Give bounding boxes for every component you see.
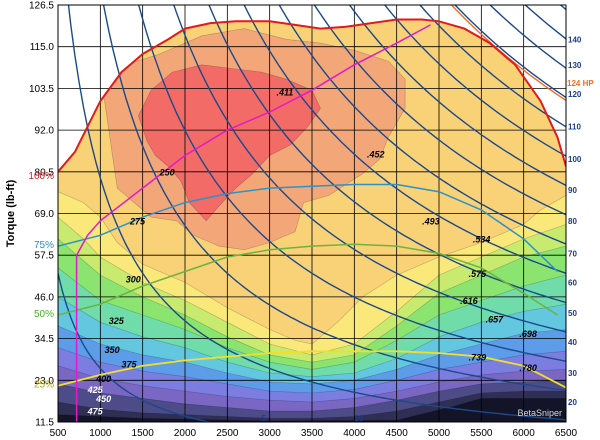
contour-label: .616 [460,296,479,306]
y-tick-label: 103.5 [29,84,54,95]
y-tick-label: 11.5 [35,418,54,429]
contour-label: 375 [122,360,138,370]
contour-label: 400 [95,374,111,384]
x-tick-label: 4500 [386,428,409,439]
load-75-curve [58,183,559,273]
contour-label: .493 [422,216,440,226]
hp-limit-line [450,5,566,101]
hp-label: 110 [568,122,581,131]
hp-label: 120 [568,90,582,99]
y-tick-label: 46.0 [35,292,55,303]
hp-line [137,5,566,362]
power-limit-label: 124 HP [567,79,594,88]
y-tick-label: 23.0 [35,376,55,387]
y-tick-label: 80.5 [35,167,55,178]
hp-line [278,5,566,245]
x-tick-label: 6500 [555,428,578,439]
hp-line [58,273,213,422]
plot-border [57,4,567,423]
x-tick-label: 4000 [343,428,366,439]
contour-label: 350 [105,345,120,355]
x-tick-label: 1000 [89,428,112,439]
hp-label: 90 [568,186,577,195]
x-tick-label: 3000 [259,428,282,439]
hp-line [524,5,566,40]
x-tick-label: 2500 [216,428,239,439]
above-envelope [58,5,566,172]
hp-label-bottom: 5 [261,414,266,423]
hp-label: 100 [568,155,582,164]
contour-label: .534 [473,235,491,245]
contour-label: 300 [126,274,141,284]
hp-label: 60 [568,278,577,287]
hp-line [243,5,566,274]
hp-label: 130 [568,61,582,70]
region-best [138,64,321,222]
x-tick-label: 5500 [470,428,493,439]
y-tick-label: 57.5 [35,251,55,262]
watermark: BetaSniper [517,408,562,418]
hp-label: 80 [568,217,577,226]
hp-label: 70 [568,249,577,258]
y-tick-label: 115.0 [30,42,55,53]
hp-line [489,5,566,69]
contour-label: .780 [519,363,537,373]
hp-label: 20 [568,398,577,407]
y-tick-label: 69.0 [35,209,55,220]
hp-line [419,5,566,128]
plot-area: .411 .452 250 275 .493 .534 300 .575 .616 325 .657… [58,5,566,423]
load-label: 100% [28,171,54,182]
load-label: 75% [34,240,54,251]
x-tick-label: 6000 [513,428,536,439]
contour-label: 250 [159,167,175,177]
contour-label: .698 [519,329,537,339]
x-tick-label: 500 [50,428,67,439]
contour-label: 325 [109,316,125,326]
y-tick-label: 92.0 [35,126,55,137]
x-tick-label: 3500 [301,428,324,439]
y-tick-label: 34.5 [35,334,55,345]
contour-label: 425 [87,385,104,395]
y-tick-label: 126.5 [29,1,54,12]
contour-label: 475 [87,407,104,417]
hp-line [173,5,566,333]
load-label: 25% [34,380,54,391]
contour-label: .452 [367,149,385,159]
load-50-curve [58,243,558,316]
contour-label: 450 [95,394,111,404]
hp-line [102,5,566,392]
hp-label: 30 [568,369,577,378]
max-torque-curve [58,18,566,173]
contour-label: .411 [276,88,293,98]
contour-label: .739 [469,352,487,362]
load-label: 50% [34,309,54,320]
contour-label: .657 [486,314,505,324]
hp-line [454,5,566,99]
load-25-curve [58,350,566,389]
magenta-curve [75,24,431,422]
x-tick-label: 2000 [174,428,197,439]
hp-label: 140 [568,35,582,44]
hp-label-bottom: 10 [354,414,363,423]
hp-line [348,5,566,187]
hp-label: 40 [568,338,577,347]
x-tick-label: 1500 [132,428,155,439]
hp-label: 50 [568,309,577,318]
hp-line [313,5,566,216]
contour-label: 275 [129,216,146,226]
y-axis-title: Torque (lb-ft) [5,179,17,247]
x-tick-label: 5000 [428,428,451,439]
contour-label: .575 [469,269,488,279]
